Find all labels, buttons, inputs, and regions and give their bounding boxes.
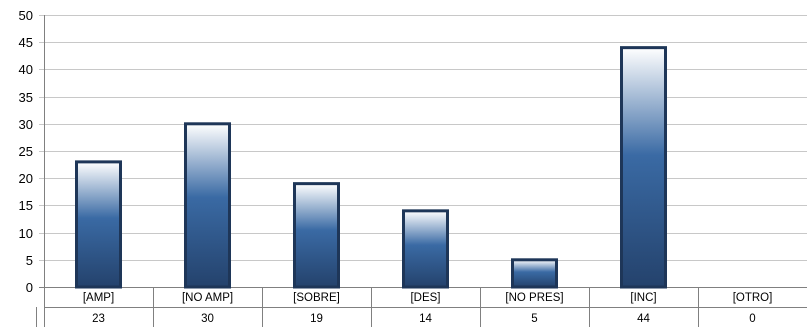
y-tick-label-45: 45 (19, 35, 33, 50)
value-label: 44 (637, 313, 650, 325)
bar-no-amp (184, 122, 231, 289)
bars (75, 46, 667, 289)
y-tick-label-15: 15 (19, 198, 33, 213)
category-label: [NO AMP] (182, 292, 233, 304)
y-tick-label-20: 20 (19, 171, 33, 186)
bar-inc (620, 46, 667, 289)
y-tick-label-25: 25 (19, 144, 33, 159)
bar-des (402, 209, 449, 289)
data-table: [AMP] 23 [NO AMP] 30 [SOBRE] 19 [DES] 14 [NO PRE… (36, 287, 807, 327)
y-tick-label-10: 10 (19, 226, 33, 241)
bar-no-pres (511, 258, 558, 289)
category-label: [INC] (630, 292, 656, 304)
gridlines (39, 15, 807, 288)
y-tick-label-35: 35 (19, 90, 33, 105)
y-tick-label-30: 30 (19, 117, 33, 132)
y-tick-label-5: 5 (26, 253, 33, 268)
bar-sobre (293, 182, 340, 289)
value-label: 30 (201, 313, 214, 325)
value-label: 0 (749, 313, 755, 325)
category-label: [DES] (410, 292, 440, 304)
value-label: 19 (310, 313, 323, 325)
category-label: [OTRO] (733, 292, 773, 304)
category-label: [SOBRE] (293, 292, 340, 304)
y-axis-tick-labels: 0 5 10 15 20 25 30 35 40 45 50 (19, 8, 33, 295)
value-label: 14 (419, 313, 432, 325)
category-label: [AMP] (83, 292, 114, 304)
y-tick-label-50: 50 (19, 8, 33, 23)
value-label: 23 (92, 313, 105, 325)
y-tick-label-40: 40 (19, 62, 33, 77)
value-label: 5 (531, 313, 537, 325)
category-label: [NO PRES] (505, 292, 563, 304)
y-tick-label-0: 0 (26, 280, 33, 295)
bar-amp (75, 160, 122, 289)
